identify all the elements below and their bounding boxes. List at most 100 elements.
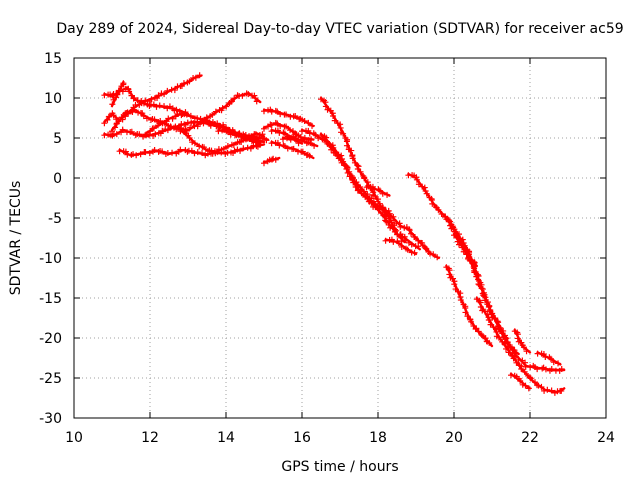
x-tick-label: 24	[597, 430, 615, 446]
data-point	[312, 131, 319, 138]
series-arc-15	[299, 127, 441, 261]
data-point	[451, 281, 458, 288]
data-point	[187, 124, 194, 131]
data-point	[167, 123, 174, 130]
data-point	[253, 98, 260, 105]
data-point	[177, 146, 184, 153]
data-point	[510, 355, 517, 362]
data-point	[514, 335, 521, 342]
data-point	[183, 111, 190, 118]
series-arc-23	[443, 264, 494, 348]
x-tick-label: 14	[217, 430, 235, 446]
data-point	[125, 110, 132, 117]
data-point	[531, 379, 538, 386]
data-point	[290, 145, 297, 152]
data-point	[164, 87, 171, 94]
data-point	[212, 108, 219, 115]
x-tick-label: 10	[65, 430, 83, 446]
data-point	[547, 355, 554, 362]
data-point	[459, 236, 466, 243]
data-point	[180, 80, 187, 87]
data-point	[318, 96, 324, 103]
data-point	[115, 87, 122, 94]
y-axis-label: SDTVAR / TECUs	[8, 181, 24, 296]
data-point	[390, 213, 397, 220]
data-point	[148, 96, 155, 103]
data-point	[242, 132, 249, 139]
data-point	[324, 106, 331, 113]
data-point	[435, 206, 442, 213]
data-point	[502, 335, 509, 342]
data-point	[534, 366, 541, 373]
data-point	[374, 196, 381, 203]
data-point	[492, 315, 499, 322]
data-point	[209, 112, 216, 118]
data-point	[261, 108, 267, 115]
data-point	[136, 131, 143, 138]
data-point	[268, 108, 275, 115]
data-point	[201, 144, 208, 151]
data-point	[159, 120, 166, 127]
data-point	[234, 146, 241, 153]
data-point	[209, 119, 216, 126]
data-point	[174, 111, 181, 118]
data-point	[323, 134, 330, 141]
data-point	[487, 321, 494, 328]
data-point	[520, 344, 527, 351]
y-tick-label: -15	[39, 291, 62, 307]
data-point	[130, 151, 137, 158]
data-point	[162, 126, 169, 133]
data-point	[263, 137, 270, 144]
series-arc-22	[451, 232, 478, 268]
data-point	[161, 103, 168, 110]
data-point	[470, 264, 477, 271]
data-point	[338, 152, 345, 159]
data-point	[383, 218, 390, 225]
data-point	[109, 128, 115, 135]
data-point	[306, 152, 313, 159]
data-point	[368, 199, 375, 206]
data-point	[376, 187, 383, 194]
data-point	[101, 120, 108, 127]
data-point	[364, 195, 371, 202]
data-point	[311, 142, 318, 149]
data-point	[475, 328, 482, 335]
plot-frame	[73, 57, 607, 419]
series-arc-18	[363, 183, 391, 198]
data-point	[133, 152, 140, 159]
data-point	[471, 259, 478, 266]
data-point	[364, 179, 371, 186]
series-arc-14	[280, 134, 304, 147]
data-point	[250, 133, 257, 140]
data-point	[146, 150, 153, 157]
data-point	[281, 142, 288, 149]
data-point	[331, 117, 338, 124]
data-point	[423, 245, 430, 252]
data-point	[396, 220, 403, 227]
data-point	[247, 145, 254, 152]
data-point	[512, 350, 519, 357]
data-point	[459, 244, 466, 251]
data-point	[156, 102, 163, 109]
data-point	[401, 224, 408, 231]
data-point	[438, 211, 445, 218]
y-tick-label: -10	[39, 251, 62, 267]
data-point	[173, 106, 180, 113]
data-point	[261, 160, 267, 167]
data-point	[274, 120, 281, 127]
series-arc-26	[511, 328, 532, 355]
data-point	[330, 113, 337, 119]
data-point	[453, 233, 460, 240]
data-point	[110, 112, 117, 119]
data-point	[357, 168, 364, 175]
data-point	[508, 344, 515, 351]
data-point	[550, 359, 557, 366]
data-point	[522, 359, 529, 366]
data-point	[119, 126, 126, 133]
data-point	[339, 156, 346, 163]
data-point	[238, 138, 245, 145]
data-point	[495, 334, 502, 341]
data-point	[146, 132, 153, 139]
series-arc-16	[318, 96, 406, 245]
data-point	[299, 136, 306, 143]
